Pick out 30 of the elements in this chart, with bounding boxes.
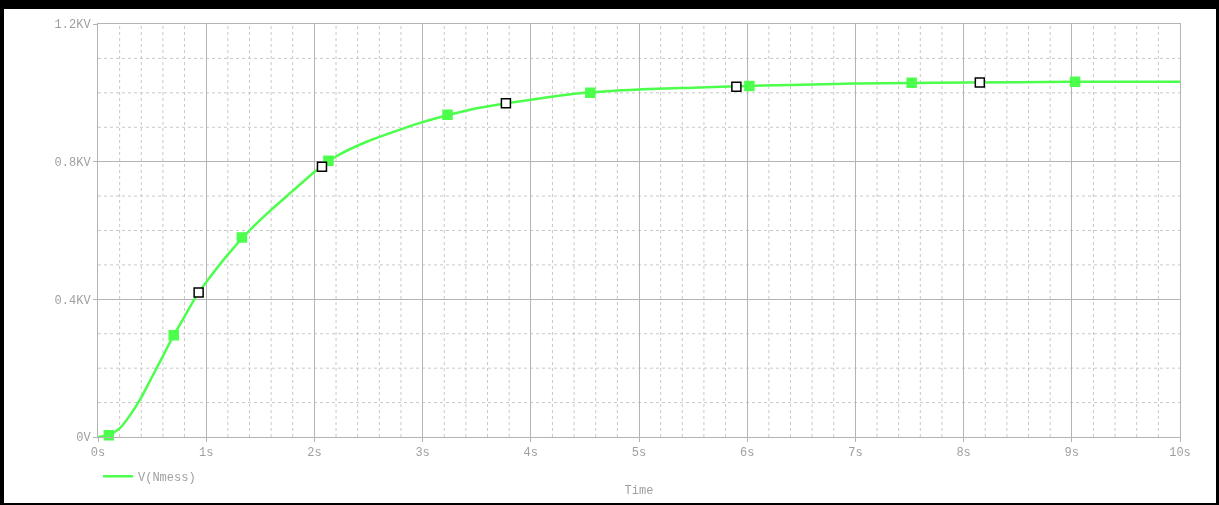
point: [193, 287, 204, 298]
point: [442, 109, 453, 121]
x-tick-label: 3s: [415, 446, 430, 461]
y-tick-label: 0.4KV: [54, 293, 92, 308]
point: [168, 329, 179, 341]
point: [906, 77, 917, 89]
point: [103, 430, 115, 441]
x-axis-title: Time: [624, 484, 654, 499]
y-tick-label: 0.8KV: [54, 155, 92, 170]
x-tick-label: 8s: [956, 446, 971, 461]
x-tick-label: 4s: [523, 446, 538, 461]
point: [731, 81, 742, 92]
x-tick-label: 6s: [740, 446, 755, 461]
point: [974, 77, 986, 88]
x-tick-label: 1s: [199, 446, 214, 461]
point: [236, 232, 248, 243]
point: [744, 80, 755, 92]
point: [316, 161, 328, 173]
x-tick-label: 7s: [848, 446, 863, 461]
legend-label: V(Nmess): [138, 470, 196, 485]
y-tick-label: 0V: [76, 431, 92, 446]
x-tick-label: 2s: [307, 446, 322, 461]
x-tick-label: 10s: [1169, 446, 1191, 461]
point: [1069, 76, 1081, 88]
point: [585, 87, 596, 99]
x-tick-label: 9s: [1064, 446, 1079, 461]
y-tick-label: 1.2KV: [54, 18, 92, 33]
point: [500, 97, 512, 109]
x-tick-label: 0s: [90, 446, 106, 461]
x-tick-label: 5s: [631, 446, 647, 461]
